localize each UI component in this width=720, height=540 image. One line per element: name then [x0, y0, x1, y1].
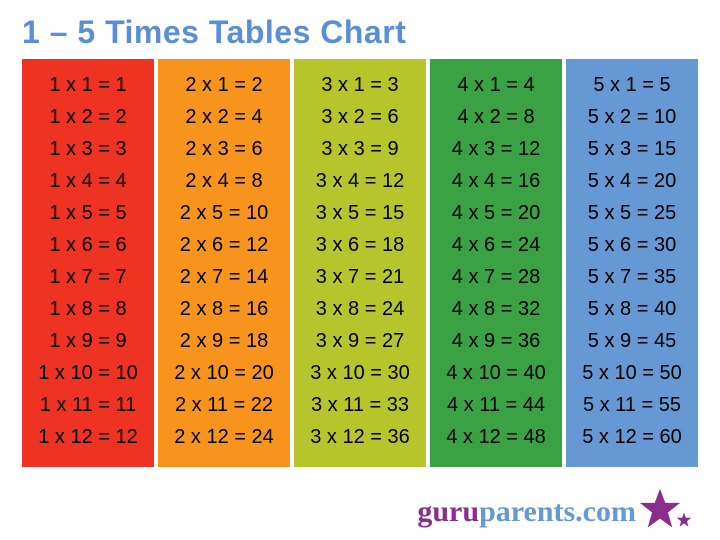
- table-row: 4 x 1 = 4: [457, 69, 534, 101]
- table-row: 4 x 3 = 12: [452, 133, 540, 165]
- table-row: 4 x 10 = 40: [446, 357, 546, 389]
- brand-suffix: parents.com: [479, 495, 636, 528]
- times-column-3: 3 x 1 = 33 x 2 = 63 x 3 = 93 x 4 = 123 x…: [294, 59, 426, 467]
- times-column-5: 5 x 1 = 55 x 2 = 105 x 3 = 155 x 4 = 205…: [566, 59, 698, 467]
- table-row: 2 x 2 = 4: [185, 101, 262, 133]
- table-row: 1 x 10 = 10: [38, 357, 138, 389]
- table-row: 3 x 7 = 21: [316, 261, 404, 293]
- table-row: 2 x 8 = 16: [180, 293, 268, 325]
- table-row: 4 x 2 = 8: [457, 101, 534, 133]
- table-row: 2 x 11 = 22: [175, 389, 273, 421]
- table-row: 2 x 6 = 12: [180, 229, 268, 261]
- times-column-4: 4 x 1 = 44 x 2 = 84 x 3 = 124 x 4 = 164 …: [430, 59, 562, 467]
- table-row: 3 x 3 = 9: [321, 133, 398, 165]
- table-row: 3 x 5 = 15: [316, 197, 404, 229]
- table-row: 1 x 3 = 3: [49, 133, 126, 165]
- table-row: 1 x 5 = 5: [49, 197, 126, 229]
- table-row: 5 x 3 = 15: [588, 133, 676, 165]
- table-row: 2 x 9 = 18: [180, 325, 268, 357]
- table-row: 5 x 12 = 60: [582, 421, 682, 453]
- table-row: 3 x 2 = 6: [321, 101, 398, 133]
- table-row: 5 x 7 = 35: [588, 261, 676, 293]
- table-row: 4 x 6 = 24: [452, 229, 540, 261]
- table-row: 2 x 10 = 20: [174, 357, 274, 389]
- table-row: 5 x 10 = 50: [582, 357, 682, 389]
- table-row: 1 x 12 = 12: [38, 421, 138, 453]
- table-row: 3 x 12 = 36: [310, 421, 410, 453]
- table-row: 4 x 12 = 48: [446, 421, 546, 453]
- table-row: 5 x 11 = 55: [583, 389, 681, 421]
- table-row: 5 x 4 = 20: [588, 165, 676, 197]
- times-column-2: 2 x 1 = 22 x 2 = 42 x 3 = 62 x 4 = 82 x …: [158, 59, 290, 467]
- times-table-chart: 1 x 1 = 11 x 2 = 21 x 3 = 31 x 4 = 41 x …: [0, 59, 720, 467]
- table-row: 5 x 1 = 5: [593, 69, 670, 101]
- table-row: 5 x 5 = 25: [588, 197, 676, 229]
- table-row: 1 x 1 = 1: [49, 69, 126, 101]
- table-row: 2 x 7 = 14: [180, 261, 268, 293]
- table-row: 4 x 11 = 44: [447, 389, 545, 421]
- table-row: 5 x 8 = 40: [588, 293, 676, 325]
- table-row: 2 x 3 = 6: [185, 133, 262, 165]
- table-row: 2 x 5 = 10: [180, 197, 268, 229]
- chart-title: 1 – 5 Times Tables Chart: [0, 0, 720, 59]
- table-row: 4 x 5 = 20: [452, 197, 540, 229]
- star-small-icon: [676, 512, 692, 533]
- footer-brand: guruparents.com: [417, 487, 692, 536]
- table-row: 4 x 4 = 16: [452, 165, 540, 197]
- table-row: 1 x 2 = 2: [49, 101, 126, 133]
- table-row: 1 x 7 = 7: [49, 261, 126, 293]
- table-row: 3 x 10 = 30: [310, 357, 410, 389]
- table-row: 2 x 1 = 2: [185, 69, 262, 101]
- table-row: 1 x 4 = 4: [49, 165, 126, 197]
- table-row: 5 x 6 = 30: [588, 229, 676, 261]
- table-row: 1 x 11 = 11: [40, 389, 137, 421]
- table-row: 4 x 7 = 28: [452, 261, 540, 293]
- table-row: 5 x 2 = 10: [588, 101, 676, 133]
- table-row: 3 x 11 = 33: [311, 389, 409, 421]
- times-column-1: 1 x 1 = 11 x 2 = 21 x 3 = 31 x 4 = 41 x …: [22, 59, 154, 467]
- table-row: 1 x 6 = 6: [49, 229, 126, 261]
- table-row: 2 x 12 = 24: [174, 421, 274, 453]
- table-row: 1 x 8 = 8: [49, 293, 126, 325]
- table-row: 3 x 8 = 24: [316, 293, 404, 325]
- table-row: 3 x 9 = 27: [316, 325, 404, 357]
- table-row: 4 x 8 = 32: [452, 293, 540, 325]
- brand-text: guruparents.com: [417, 495, 636, 529]
- table-row: 3 x 1 = 3: [321, 69, 398, 101]
- table-row: 4 x 9 = 36: [452, 325, 540, 357]
- table-row: 2 x 4 = 8: [185, 165, 262, 197]
- table-row: 5 x 9 = 45: [588, 325, 676, 357]
- table-row: 3 x 6 = 18: [316, 229, 404, 261]
- table-row: 1 x 9 = 9: [49, 325, 126, 357]
- brand-prefix: guru: [417, 495, 479, 528]
- table-row: 3 x 4 = 12: [316, 165, 404, 197]
